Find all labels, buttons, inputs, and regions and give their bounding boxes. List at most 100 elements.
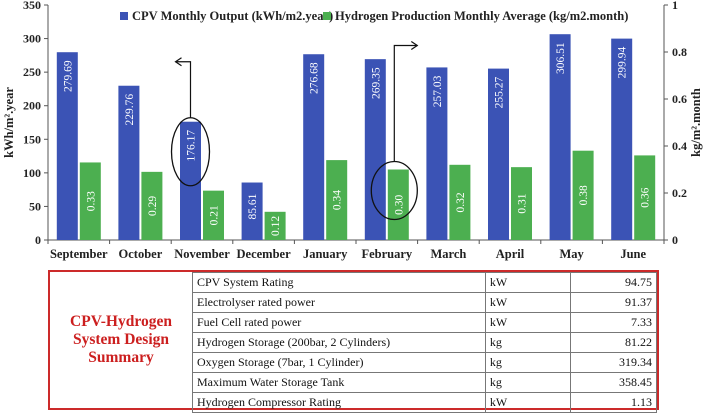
right-tick-label: 0.6 — [672, 92, 687, 106]
summary-row: Hydrogen Storage (200bar, 2 Cylinders) kg… — [192, 332, 658, 353]
right-tick-label: 0.2 — [672, 186, 687, 200]
summary-title-line: CPV-Hydrogen — [70, 313, 172, 330]
cpv-output-data-label: 299.94 — [617, 47, 629, 79]
summary-unit-cell: kW — [484, 292, 571, 313]
hydrogen-production-data-label: 0.34 — [332, 190, 344, 210]
left-tick-label: 50 — [29, 199, 41, 213]
system-summary-panel: CPV-Hydrogen System Design Summary CPV S… — [48, 270, 659, 413]
cpv-output-bar — [118, 85, 140, 240]
summary-row: Hydrogen Compressor Rating kW 1.13 — [192, 392, 658, 413]
cpv-output-bar — [364, 59, 386, 241]
hydrogen-production-data-label: 0.36 — [640, 187, 652, 207]
hydrogen-production-bar — [634, 155, 656, 240]
cpv-output-data-label: 269.35 — [370, 67, 382, 99]
cpv-output-bar — [241, 182, 263, 240]
cpv-output-bar — [549, 34, 571, 241]
summary-value-cell: 1.13 — [569, 392, 658, 413]
right-tick-label: 0.4 — [672, 139, 687, 153]
hydrogen-production-data-label: 0.32 — [455, 192, 467, 212]
left-tick-label: 300 — [23, 32, 41, 46]
hydrogen-production-data-label: 0.38 — [578, 185, 590, 205]
category-label: January — [303, 247, 348, 261]
bar-chart: 0 50 100 150 200 250 300 350 0 0.2 0.4 0.6 0.8 1 kWh/m… — [2, 0, 703, 261]
hydrogen-production-bar — [79, 162, 101, 240]
left-tick-label: 350 — [23, 0, 41, 12]
summary-label-cell: Electrolyser rated power — [192, 292, 486, 313]
summary-unit-cell: kg — [484, 372, 571, 393]
summary-label-cell: Maximum Water Storage Tank — [192, 372, 486, 393]
category-label: December — [237, 247, 292, 261]
hydrogen-production-bar — [203, 190, 224, 240]
hydrogen-production-bar — [449, 164, 471, 240]
hydrogen-production-data-label: 0.21 — [209, 205, 221, 225]
hydrogen-production-bar — [387, 169, 409, 240]
summary-value-cell: 7.33 — [569, 312, 658, 333]
hydrogen-production-data-label: 0.30 — [393, 194, 405, 214]
legend-swatch-cpv — [120, 12, 128, 20]
hydrogen-production-data-label: 0.12 — [270, 216, 282, 236]
right-tick-label: 1 — [672, 0, 678, 12]
summary-value-cell: 319.34 — [569, 352, 658, 373]
summary-unit-cell: kW — [484, 312, 571, 333]
summary-title-line: System Design — [72, 331, 169, 348]
hydrogen-production-bar — [141, 171, 163, 240]
legend-swatch-hydrogen — [323, 12, 331, 20]
summary-title: CPV-Hydrogen System Design Summary — [50, 272, 192, 408]
summary-unit-cell: kg — [484, 352, 571, 373]
summary-row: Electrolyser rated power kW 91.37 — [192, 292, 658, 313]
cpv-output-data-label: 257.03 — [432, 75, 444, 107]
category-label: February — [361, 247, 412, 261]
summary-row: Maximum Water Storage Tank kg 358.45 — [192, 372, 658, 393]
summary-row: CPV System Rating kW 94.75 — [192, 272, 658, 293]
summary-value-cell: 358.45 — [569, 372, 658, 393]
left-tick-label: 200 — [23, 99, 41, 113]
cpv-output-data-label: 306.51 — [555, 42, 567, 74]
cpv-output-bar — [180, 121, 201, 240]
summary-value-cell: 91.37 — [569, 292, 658, 313]
cpv-output-data-label: 279.69 — [62, 60, 74, 92]
arrow-head-icon — [410, 41, 419, 50]
summary-unit-cell: kW — [484, 392, 571, 413]
hydrogen-production-bar — [264, 211, 286, 240]
right-tick-label: 0.8 — [672, 45, 687, 59]
summary-row: Fuel Cell rated power kW 7.33 — [192, 312, 658, 333]
hydrogen-production-bar — [326, 160, 348, 240]
cpv-output-bar — [303, 54, 325, 240]
summary-label-cell: Fuel Cell rated power — [192, 312, 486, 333]
summary-title-line: Summary — [88, 349, 154, 366]
left-tick-label: 100 — [23, 166, 41, 180]
category-label: September — [50, 247, 108, 261]
hydrogen-production-bar — [511, 167, 532, 240]
annotation-arrow — [176, 61, 192, 118]
cpv-output-bar — [611, 38, 633, 241]
category-label: June — [620, 247, 646, 261]
summary-label-cell: Oxygen Storage (7bar, 1 Cylinder) — [192, 352, 486, 373]
cpv-output-data-label: 276.68 — [309, 62, 321, 94]
hydrogen-production-bar — [572, 150, 594, 240]
category-label: October — [119, 247, 163, 261]
right-axis-label: kg/m².month — [689, 88, 703, 157]
summary-value-cell: 94.75 — [569, 272, 658, 293]
category-label: November — [174, 247, 230, 261]
arrow-head-icon — [174, 57, 182, 67]
summary-unit-cell: kg — [484, 332, 571, 353]
hydrogen-production-data-label: 0.31 — [517, 193, 529, 213]
annotation-arrow — [393, 44, 417, 162]
right-tick-label: 0 — [672, 233, 678, 247]
summary-label-cell: CPV System Rating — [192, 272, 486, 293]
left-tick-label: 0 — [35, 233, 41, 247]
summary-value-cell: 81.22 — [569, 332, 658, 353]
cpv-output-data-label: 229.76 — [124, 94, 136, 126]
hydrogen-production-data-label: 0.33 — [85, 191, 97, 211]
summary-unit-cell: kW — [484, 272, 571, 293]
category-label: March — [430, 247, 466, 261]
cpv-output-data-label: 85.61 — [247, 193, 259, 219]
cpv-output-bar — [56, 52, 78, 240]
cpv-output-bar — [426, 67, 448, 240]
hydrogen-production-data-label: 0.29 — [147, 196, 159, 216]
category-label: April — [496, 247, 525, 261]
left-axis-label: kWh/m².year — [2, 87, 16, 158]
left-tick-label: 150 — [23, 132, 41, 146]
legend-label-cpv: CPV Monthly Output (kWh/m2.year) — [132, 9, 333, 23]
cpv-output-bar — [488, 68, 509, 240]
